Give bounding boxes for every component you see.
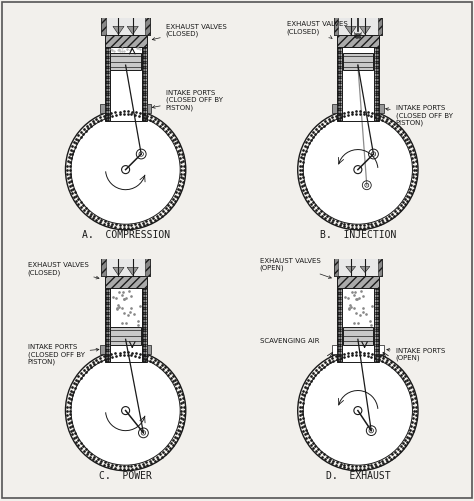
Polygon shape bbox=[127, 28, 138, 36]
Bar bbox=[334, 12, 382, 36]
Text: D.  EXHAUST: D. EXHAUST bbox=[326, 470, 390, 479]
Bar bbox=[378, 12, 382, 36]
Bar bbox=[142, 289, 146, 363]
Bar bbox=[100, 105, 105, 113]
Circle shape bbox=[303, 356, 412, 465]
Bar bbox=[146, 105, 152, 113]
Bar bbox=[105, 276, 146, 289]
Text: INTAKE PORTS
(CLOSED OFF BY
PISTON): INTAKE PORTS (CLOSED OFF BY PISTON) bbox=[27, 343, 99, 364]
Circle shape bbox=[139, 152, 144, 157]
Bar bbox=[343, 327, 373, 345]
Bar bbox=[100, 345, 105, 354]
Bar bbox=[348, 244, 354, 249]
Bar bbox=[146, 252, 150, 276]
Circle shape bbox=[141, 431, 146, 435]
Bar bbox=[338, 2, 378, 5]
Circle shape bbox=[71, 356, 180, 465]
Bar bbox=[101, 252, 150, 276]
Text: A.  COMPRESSION: A. COMPRESSION bbox=[82, 229, 170, 239]
Bar bbox=[105, 289, 109, 363]
Bar bbox=[337, 48, 342, 122]
Bar bbox=[362, 4, 368, 9]
Bar bbox=[334, 252, 382, 276]
Bar bbox=[348, 4, 354, 9]
Bar bbox=[105, 48, 109, 122]
Bar bbox=[343, 54, 373, 71]
Bar bbox=[338, 242, 378, 245]
Bar bbox=[374, 48, 379, 122]
Bar bbox=[101, 252, 106, 276]
Polygon shape bbox=[359, 28, 371, 36]
Text: EXHAUST VALVES
(CLOSED): EXHAUST VALVES (CLOSED) bbox=[152, 24, 227, 41]
Circle shape bbox=[122, 407, 129, 415]
Circle shape bbox=[354, 407, 362, 415]
Circle shape bbox=[362, 181, 371, 190]
Bar bbox=[105, 36, 146, 48]
Bar bbox=[110, 327, 141, 345]
Polygon shape bbox=[360, 267, 370, 273]
Text: INTAKE PORTS
(CLOSED OFF BY
PISTON): INTAKE PORTS (CLOSED OFF BY PISTON) bbox=[152, 90, 223, 111]
Bar bbox=[337, 289, 342, 363]
Bar bbox=[332, 345, 337, 354]
Polygon shape bbox=[345, 28, 356, 36]
Bar bbox=[378, 252, 382, 276]
Bar bbox=[342, 289, 374, 363]
Circle shape bbox=[138, 428, 148, 438]
Polygon shape bbox=[346, 267, 356, 273]
Bar bbox=[379, 105, 384, 113]
Bar bbox=[101, 12, 106, 36]
Bar bbox=[337, 36, 379, 48]
Bar bbox=[106, 242, 146, 245]
Circle shape bbox=[71, 116, 180, 225]
Circle shape bbox=[122, 166, 129, 174]
Bar bbox=[110, 54, 141, 71]
Bar bbox=[334, 252, 338, 276]
Text: EXHAUST VALVES
(CLOSED): EXHAUST VALVES (CLOSED) bbox=[27, 262, 99, 280]
Bar bbox=[379, 345, 384, 354]
Bar bbox=[332, 105, 337, 113]
Bar bbox=[130, 4, 136, 9]
Circle shape bbox=[371, 152, 376, 157]
Bar bbox=[101, 12, 150, 36]
Circle shape bbox=[365, 184, 369, 188]
Circle shape bbox=[303, 116, 412, 225]
Bar bbox=[109, 289, 142, 363]
Bar bbox=[342, 48, 374, 122]
Text: B.  INJECTION: B. INJECTION bbox=[319, 229, 396, 239]
Bar bbox=[146, 345, 152, 354]
Bar bbox=[106, 2, 146, 5]
Text: SCAVENGING AIR: SCAVENGING AIR bbox=[260, 338, 319, 344]
Bar bbox=[146, 12, 150, 36]
Bar bbox=[362, 244, 368, 249]
Polygon shape bbox=[113, 268, 124, 276]
Polygon shape bbox=[113, 28, 124, 36]
Bar bbox=[142, 48, 146, 122]
Text: INTAKE PORTS
(CLOSED OFF BY
PISTON): INTAKE PORTS (CLOSED OFF BY PISTON) bbox=[386, 105, 453, 126]
Circle shape bbox=[137, 150, 146, 160]
Bar bbox=[337, 276, 379, 289]
Circle shape bbox=[369, 150, 378, 160]
Text: C.  POWER: C. POWER bbox=[99, 470, 152, 479]
Text: EXHAUST VALVES
(OPEN): EXHAUST VALVES (OPEN) bbox=[260, 258, 331, 279]
Bar bbox=[109, 48, 142, 122]
Text: INTAKE PORTS
(OPEN): INTAKE PORTS (OPEN) bbox=[387, 347, 445, 361]
Bar bbox=[116, 244, 121, 249]
Bar bbox=[334, 12, 338, 36]
Bar bbox=[116, 4, 121, 9]
Polygon shape bbox=[127, 268, 138, 276]
Bar bbox=[374, 289, 379, 363]
Circle shape bbox=[369, 428, 374, 433]
Circle shape bbox=[354, 166, 362, 174]
Bar bbox=[130, 244, 136, 249]
Circle shape bbox=[366, 426, 376, 436]
Text: EXHAUST VALVES
(CLOSED): EXHAUST VALVES (CLOSED) bbox=[287, 21, 347, 39]
